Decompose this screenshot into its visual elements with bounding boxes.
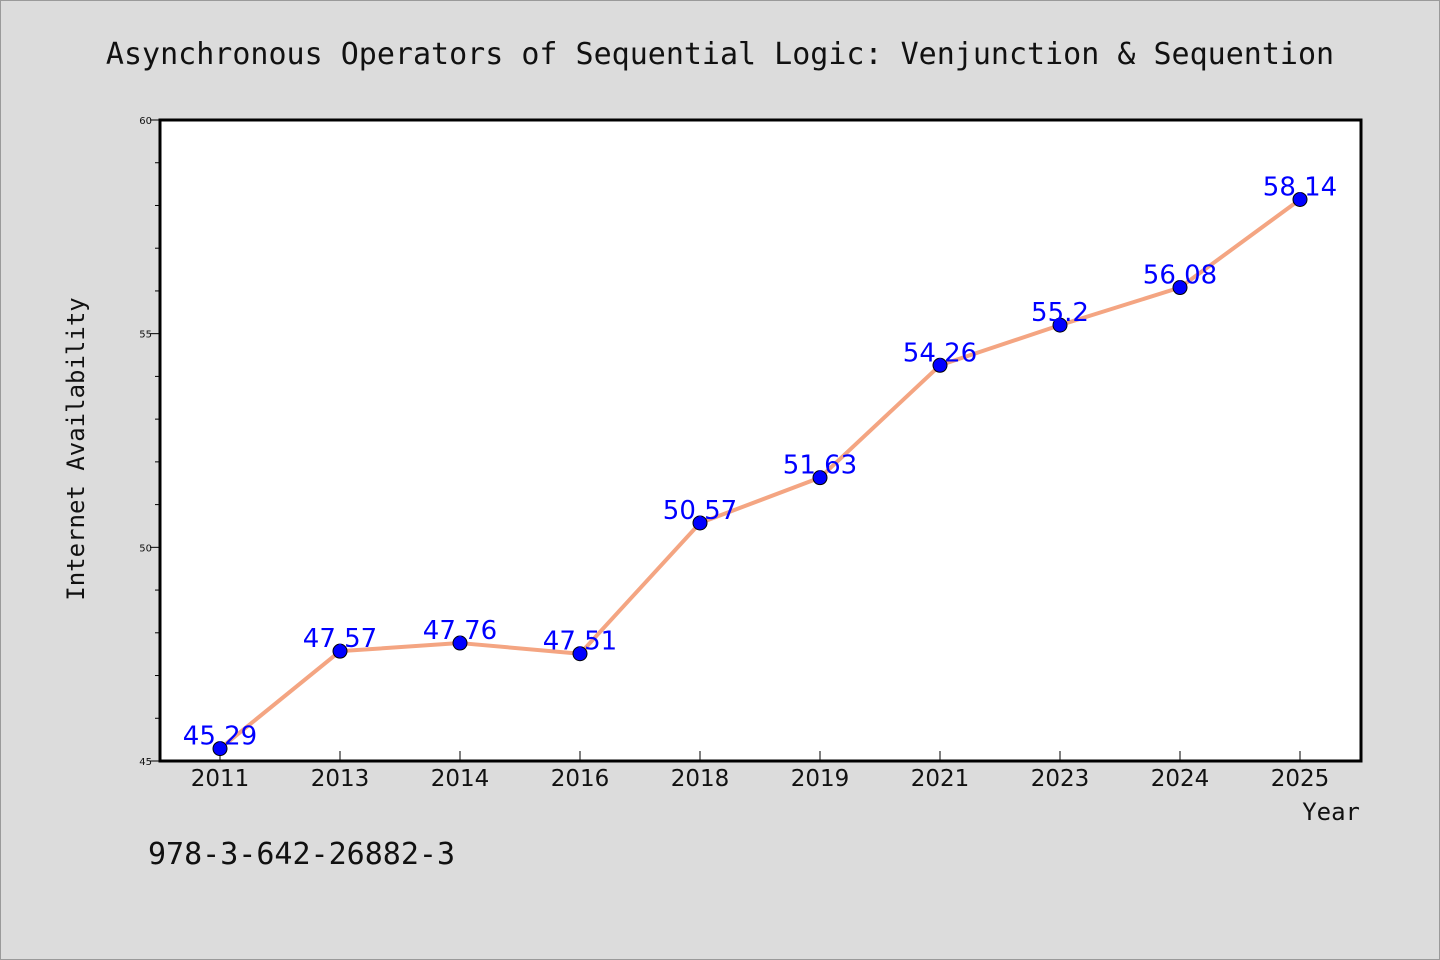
data-label: 54.26 (903, 338, 977, 368)
data-point (692, 515, 708, 531)
data-label: 47.57 (303, 624, 377, 654)
data-point (332, 643, 348, 659)
y-tick-label: 50 (139, 543, 152, 554)
plot-area (158, 118, 1363, 763)
x-tick-label: 2013 (311, 766, 370, 792)
data-markers (212, 191, 1308, 757)
data-point (212, 741, 228, 757)
x-tick-label: 2024 (1151, 766, 1210, 792)
y-tick-label: 45 (139, 757, 152, 768)
data-point (812, 470, 828, 486)
y-axis-label: Internet Availability (62, 297, 90, 600)
data-point (1052, 317, 1068, 333)
data-label: 51.63 (783, 451, 857, 481)
data-point (572, 646, 588, 662)
x-tick-label: 2011 (191, 766, 250, 792)
y-tick-label: 60 (139, 116, 152, 127)
x-tick-label: 2018 (671, 766, 730, 792)
y-tick-label: 55 (139, 330, 152, 341)
data-label: 58.14 (1263, 172, 1337, 202)
data-label: 45.29 (183, 722, 257, 752)
data-point (1172, 280, 1188, 296)
data-label: 47.76 (423, 616, 497, 646)
y-axis-minor-ticks (155, 162, 160, 719)
data-point (452, 635, 468, 651)
data-label: 47.51 (543, 627, 617, 657)
isbn-text: 978-3-642-26882-3 (148, 837, 455, 872)
chart-title: Asynchronous Operators of Sequential Log… (106, 37, 1334, 72)
series-line (218, 197, 1302, 751)
data-label: 55.2 (1031, 298, 1089, 328)
data-point (1292, 191, 1308, 207)
x-tick-label: 2023 (1031, 766, 1090, 792)
x-axis-label: Year (1302, 798, 1360, 826)
data-labels: 45.29 47.57 47.76 47.51 50.57 51.63 54.26 55.2 5… (183, 172, 1337, 751)
x-tick-label: 2016 (551, 766, 610, 792)
x-tick-label: 2019 (791, 766, 850, 792)
x-tick-label: 2025 (1271, 766, 1330, 792)
data-label: 50.57 (663, 496, 737, 526)
data-label: 56.08 (1143, 261, 1217, 291)
x-tick-label: 2014 (431, 766, 490, 792)
data-point (932, 357, 948, 373)
y-axis-ticks: 45 50 55 60 (139, 116, 160, 768)
x-axis-ticks: 2011 2013 2014 2016 2018 2019 2021 2023 2024 2025 (191, 751, 1330, 792)
x-tick-label: 2021 (911, 766, 970, 792)
